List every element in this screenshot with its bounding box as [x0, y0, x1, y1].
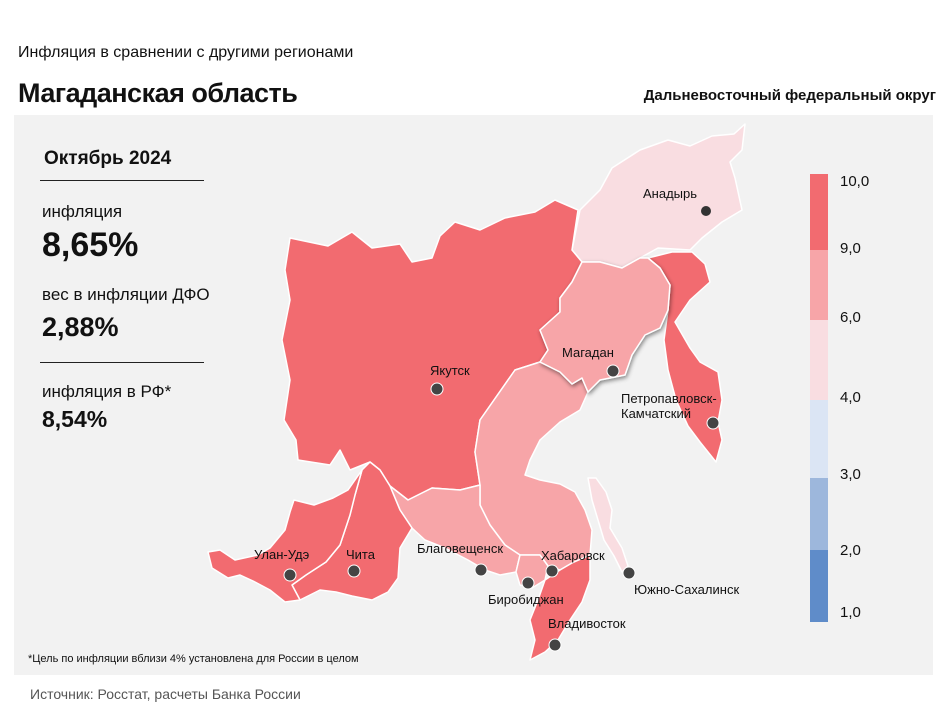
legend-swatch-9-10: [810, 174, 828, 250]
region-buryatia[interactable]: [207, 469, 363, 603]
region-yakutia[interactable]: [281, 199, 583, 501]
city-marker-ulan-ude[interactable]: [283, 568, 297, 582]
divider: [40, 180, 204, 181]
legend-tick: 1,0: [840, 604, 861, 621]
legend-tick: 2,0: [840, 542, 861, 559]
city-labels: Анадырь Якутск Магадан Петропавловск- Ка…: [254, 186, 739, 631]
city-label-anadyr: Анадырь: [643, 186, 697, 201]
city-marker-blagoveshchensk[interactable]: [474, 563, 488, 577]
legend-swatch-3-4: [810, 400, 828, 478]
city-label-khabarovsk: Хабаровск: [541, 548, 605, 563]
source-note: Источник: Росстат, расчеты Банка России: [30, 686, 301, 702]
city-marker-yuzhno-sakhalinsk[interactable]: [622, 566, 636, 580]
city-marker-yakutsk[interactable]: [430, 382, 444, 396]
weight-value: 2,88%: [42, 312, 119, 342]
page-title: Магаданская область: [18, 78, 298, 108]
region-magadan[interactable]: [539, 257, 671, 393]
city-marker-magadan[interactable]: [606, 364, 620, 378]
city-label-petropavlovsk-1: Петропавловск-: [621, 391, 717, 406]
city-label-magadan: Магадан: [562, 345, 614, 360]
legend-swatch-6-9: [810, 250, 828, 320]
subtitle: Инфляция в сравнении с другими регионами: [18, 44, 354, 61]
city-label-blagoveshchensk: Благовещенск: [417, 541, 503, 556]
legend-swatch-2-3: [810, 478, 828, 550]
legend-swatch-1-2: [810, 550, 828, 622]
city-markers: [283, 206, 720, 652]
city-marker-birobidzhan[interactable]: [521, 576, 535, 590]
city-label-vladivostok: Владивосток: [548, 616, 626, 631]
inflation-value: 8,65%: [42, 226, 139, 264]
city-label-ulan-ude: Улан-Удэ: [254, 547, 310, 562]
legend-tick: 10,0: [840, 173, 870, 190]
divider: [40, 362, 204, 363]
period-label: Октябрь 2024: [44, 148, 172, 169]
city-marker-chita[interactable]: [347, 564, 361, 578]
city-label-petropavlovsk-2: Камчатский: [621, 406, 691, 421]
weight-label: вес в инфляции ДФО: [42, 285, 210, 304]
russia-inflation-label: инфляция в РФ*: [42, 382, 172, 401]
legend-tick: 3,0: [840, 466, 861, 483]
legend-tick: 4,0: [840, 389, 861, 406]
city-marker-anadyr[interactable]: [701, 206, 711, 216]
region-primorsky[interactable]: [529, 554, 591, 661]
city-label-yakutsk: Якутск: [430, 363, 470, 378]
inflation-label: инфляция: [42, 202, 123, 221]
district-label: Дальневосточный федеральный округ: [643, 87, 936, 104]
footnote: *Цель по инфляции вблизи 4% установлена …: [28, 653, 359, 665]
city-label-yuzhno-sakhalinsk: Южно-Сахалинск: [634, 582, 739, 597]
city-label-birobidzhan: Биробиджан: [488, 592, 564, 607]
city-marker-vladivostok[interactable]: [548, 638, 562, 652]
city-marker-khabarovsk[interactable]: [545, 564, 559, 578]
legend-swatch-4-6: [810, 320, 828, 400]
region-sakhalin[interactable]: [587, 477, 629, 573]
city-marker-petropavlovsk[interactable]: [706, 416, 720, 430]
city-label-chita: Чита: [346, 547, 376, 562]
legend-tick: 9,0: [840, 240, 861, 257]
russia-inflation-value: 8,54%: [42, 406, 108, 432]
legend-tick: 6,0: [840, 309, 861, 326]
